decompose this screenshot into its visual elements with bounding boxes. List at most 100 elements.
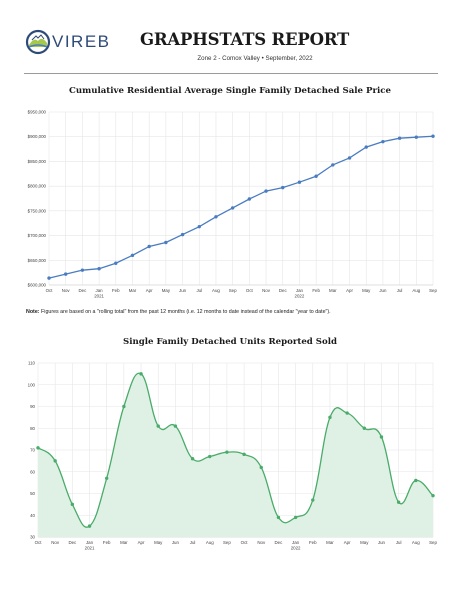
x-tick-label: Sep <box>429 540 437 545</box>
data-point <box>311 498 315 502</box>
data-point <box>47 276 51 280</box>
data-point <box>139 372 143 376</box>
data-point <box>80 268 85 272</box>
x-tick-label: Mar <box>120 540 128 545</box>
data-point <box>381 139 385 144</box>
footnote: Note: Figures are based on a "rolling to… <box>26 309 331 315</box>
x-tick-label: Mar <box>129 288 137 293</box>
y-tick-label: 30 <box>30 535 35 540</box>
x-tick-label: Oct <box>241 540 249 545</box>
x-tick-label: Feb <box>309 540 317 545</box>
data-point <box>345 411 349 415</box>
x-tick-label: Nov <box>262 288 271 293</box>
x-tick-label: Feb <box>103 540 111 545</box>
y-tick-label: $950,000 <box>28 110 47 115</box>
x-tick-label: Jun <box>378 540 386 545</box>
x-tick-label: Jun <box>179 288 187 293</box>
x-tick-label: Jul <box>397 288 403 293</box>
data-point <box>230 206 235 210</box>
x-tick-label: Apr <box>346 288 353 293</box>
units-chart-title: Single Family Detached Units Reported So… <box>123 337 337 347</box>
y-tick-label: 60 <box>30 469 35 474</box>
y-tick-label: 110 <box>28 361 36 366</box>
data-point <box>197 224 201 229</box>
x-tick-label: Sep <box>223 540 231 545</box>
data-point <box>122 404 126 409</box>
x-tick-label: Nov <box>257 540 266 545</box>
data-point <box>70 502 75 507</box>
report-subtitle: Zone 2 - Comox Valley • September, 2022 <box>197 55 313 62</box>
x-tick-label: Dec <box>68 540 77 545</box>
data-point <box>293 515 298 520</box>
x-tick-label: May <box>362 288 371 293</box>
data-point <box>180 232 185 237</box>
data-point <box>247 197 252 201</box>
data-point <box>114 261 118 265</box>
data-point <box>208 454 212 459</box>
data-point <box>164 240 168 245</box>
data-point <box>147 244 151 249</box>
x-tick-label: Mar <box>326 540 334 545</box>
x-tick-label: May <box>154 540 163 545</box>
vireb-logo <box>25 29 51 55</box>
y-tick-label: $850,000 <box>28 159 47 164</box>
x-tick-label: Nov <box>62 288 71 293</box>
y-tick-label: $900,000 <box>28 134 47 139</box>
y-tick-label: 70 <box>30 448 35 453</box>
x-tick-label: Jul <box>396 540 402 545</box>
data-point <box>264 189 268 193</box>
price-chart-title: Cumulative Residential Average Single Fa… <box>69 86 391 96</box>
y-tick-label: 100 <box>28 382 36 387</box>
report-header: VIREB GRAPHSTATS REPORT Zone 2 - Comox V… <box>0 0 460 80</box>
x-tick-label: Jul <box>196 288 202 293</box>
x-tick-label: Apr <box>146 288 153 293</box>
data-point <box>314 174 318 178</box>
data-point <box>281 185 285 190</box>
data-point <box>63 272 68 276</box>
header-divider <box>24 73 438 74</box>
data-point <box>36 446 40 450</box>
x-tick-label: Oct <box>35 540 43 545</box>
data-point <box>379 435 384 439</box>
data-point <box>414 135 419 139</box>
data-point <box>328 415 332 420</box>
x-tick-label: Jun <box>379 288 387 293</box>
data-point <box>190 457 195 461</box>
x-tick-label: Feb <box>312 288 320 293</box>
x-tick-label: Jan <box>292 540 300 545</box>
x-tick-label: Jul <box>190 540 196 545</box>
data-point <box>104 476 109 480</box>
x-tick-label: Sep <box>229 288 237 293</box>
series-line <box>48 135 434 279</box>
x-tick-label: Dec <box>279 288 288 293</box>
data-point <box>347 156 352 160</box>
data-point <box>297 180 302 184</box>
y-tick-label: $800,000 <box>28 184 47 189</box>
x-tick-label: Feb <box>112 288 120 293</box>
x-year-label: 2022 <box>291 546 301 551</box>
y-tick-label: $750,000 <box>28 208 47 213</box>
data-point <box>130 253 135 258</box>
data-point <box>431 134 435 138</box>
y-tick-label: 90 <box>30 404 35 409</box>
x-tick-label: Apr <box>344 540 351 545</box>
x-tick-label: Nov <box>51 540 60 545</box>
data-point <box>331 163 335 167</box>
x-tick-label: Jan <box>86 540 94 545</box>
logo-text: VIREB <box>52 32 111 51</box>
y-tick-label: $600,000 <box>28 283 47 288</box>
y-tick-label: $700,000 <box>28 233 47 238</box>
y-tick-label: $650,000 <box>28 258 47 263</box>
x-tick-label: Oct <box>246 288 254 293</box>
data-point <box>362 426 367 430</box>
x-tick-label: Mar <box>329 288 337 293</box>
data-point <box>87 524 92 528</box>
x-tick-label: Sep <box>429 288 437 293</box>
y-tick-label: 80 <box>30 426 35 431</box>
data-point <box>173 424 178 428</box>
data-point <box>414 478 418 483</box>
data-point <box>156 424 160 428</box>
x-tick-label: May <box>162 288 171 293</box>
